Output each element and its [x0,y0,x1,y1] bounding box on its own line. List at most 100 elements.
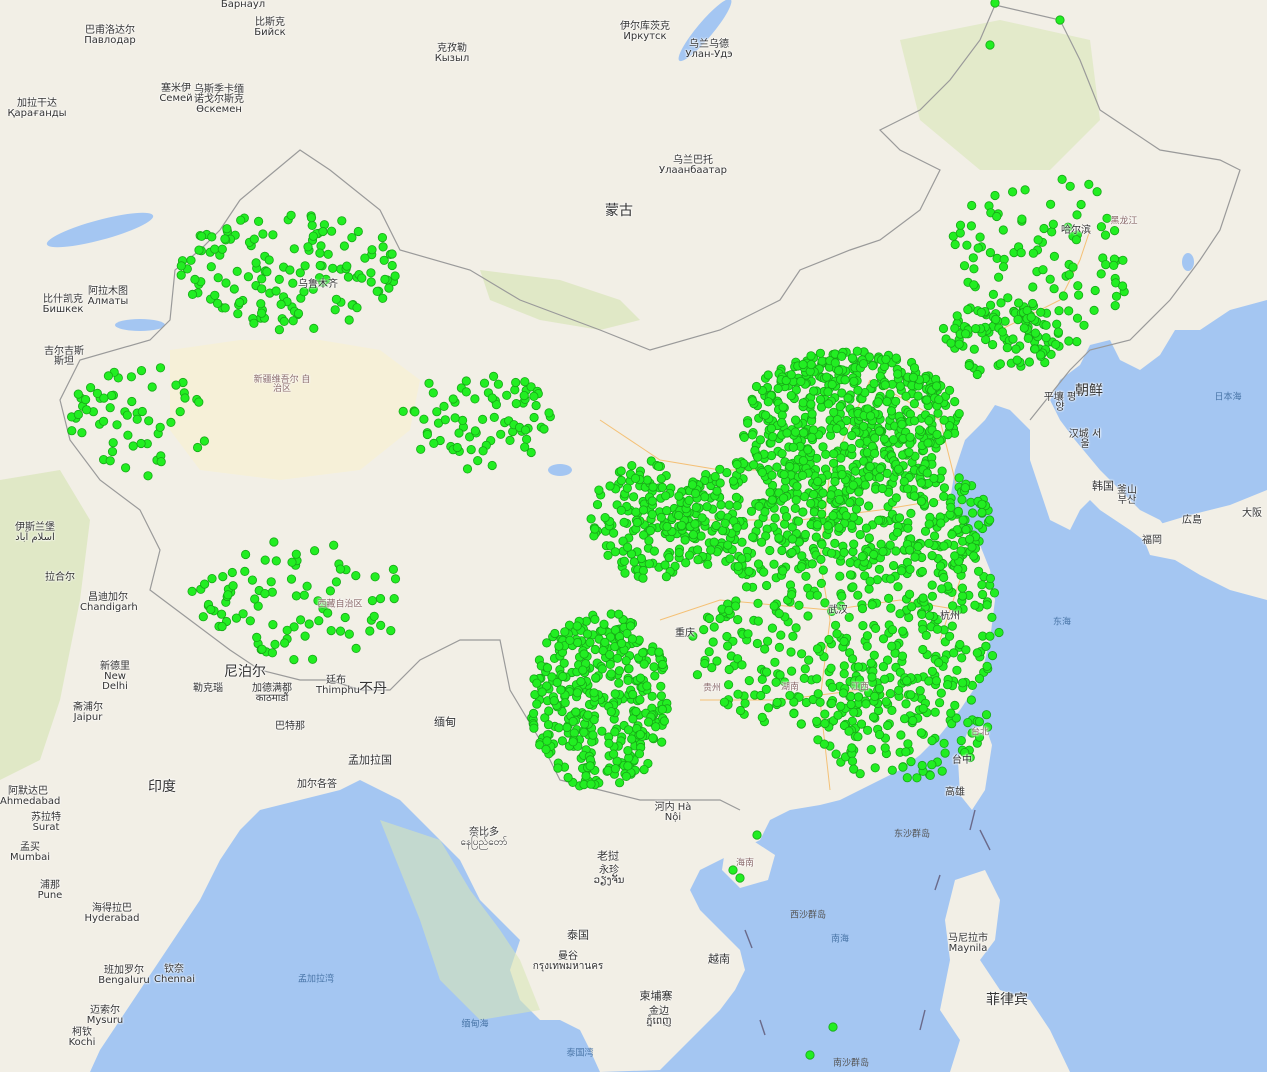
station-dot [260,588,270,599]
station-dot [797,470,808,480]
station-dot [880,743,890,753]
station-dot [137,406,147,417]
station-dot [891,546,901,556]
vientiane-label: 永珍 ວຽງຈັນ [593,865,625,886]
station-dot [377,233,387,243]
station-dot [839,547,849,558]
station-dot [623,725,634,735]
station-dot [897,651,908,661]
laos-label: 老挝 [597,849,619,863]
harbin-label: 哈尔滨 [1061,225,1091,236]
nine-dash-line [744,809,991,1036]
station-dot [559,658,569,668]
station-dot [660,560,670,570]
busan-label: 釜山 부산 [1117,485,1137,506]
station-dot [1096,222,1107,232]
hangzhou-label: 杭州 [940,611,960,622]
station-dot [875,463,885,474]
station-dot [858,421,869,431]
station-dot [753,519,764,529]
station-dot [845,557,855,568]
station-dot [944,631,955,641]
station-dot [864,584,874,594]
station-dot [699,624,709,635]
station-dot [680,535,690,545]
station-dot [605,659,615,670]
station-dot [904,447,914,457]
semey-label: 塞米伊 Семей [159,83,193,104]
station-dot [328,263,338,273]
station-dot [143,471,153,481]
station-dot [785,690,795,701]
station-dot [677,520,687,531]
station-dot [893,582,903,592]
station-dot [352,303,362,313]
station-dot [942,680,953,690]
station-dot [772,462,782,472]
station-dot [807,559,817,569]
station-dot [479,378,490,388]
station-dot [913,541,923,552]
station-dot [763,397,773,407]
station-dot [811,532,821,542]
station-dot [651,722,661,732]
jaipur-label: 斋浦尔 Jaipur [73,702,103,723]
station-dot [987,612,997,623]
station-dot [700,658,710,669]
cambodia-label: 柬埔寨 [639,989,673,1003]
seoul-label: 汉城 서울 [1068,429,1102,450]
station-dot [934,394,944,405]
station-dot [464,432,475,442]
station-dot [697,513,707,523]
station-dot [642,681,652,691]
station-dot [639,659,649,669]
station-dot [957,495,967,505]
station-dot [200,579,210,589]
station-dot [344,315,354,325]
station-dot [329,540,339,550]
station-dot [944,421,955,431]
station-dot [733,614,743,625]
station-dot [92,388,103,398]
station-dot [240,566,250,577]
station-dot [529,412,539,423]
station-dot [973,520,984,530]
station-dot [702,502,712,512]
station-dot [864,533,874,543]
station-dot [1008,334,1018,344]
station-dot [737,554,747,564]
station-dot [946,338,956,348]
station-dot [922,468,932,478]
station-dot [817,509,827,519]
station-dot [947,529,957,540]
station-dot [744,566,754,576]
station-dot [326,226,337,236]
station-dot [511,377,521,388]
station-dot [830,620,841,630]
station-dot [805,1050,815,1060]
station-dot [821,449,831,459]
station-dot [950,551,960,561]
taiwan-island [958,725,992,810]
station-dot [755,435,766,445]
station-dot [990,190,1000,201]
station-dot [891,353,901,363]
station-dot [291,549,301,559]
station-dot [619,517,629,528]
station-dot [638,565,649,576]
station-dot [888,560,899,571]
station-dot [817,356,827,366]
station-dot [723,680,734,690]
station-dot [556,685,566,695]
station-dot [674,491,684,501]
station-dot [868,361,878,371]
station-dot [823,387,833,397]
station-dot [448,394,458,404]
station-dot [572,637,583,648]
station-dot [818,565,828,575]
station-dot [960,329,971,339]
station-dot [279,638,290,648]
station-dot [367,595,377,606]
station-dot [939,572,949,583]
